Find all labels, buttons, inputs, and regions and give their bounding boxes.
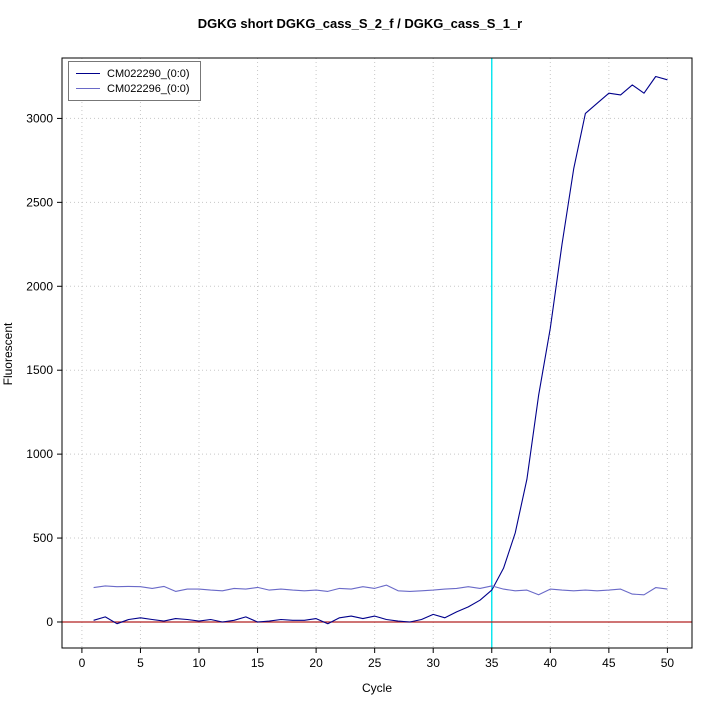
- svg-text:45: 45: [602, 656, 616, 670]
- svg-text:40: 40: [544, 656, 558, 670]
- svg-text:0: 0: [46, 615, 53, 629]
- y-axis-label: Fluorescent: [1, 322, 15, 386]
- legend-item: CM022290_(0:0): [76, 66, 190, 81]
- svg-text:2500: 2500: [26, 195, 53, 209]
- series-line-swatch-icon: [76, 73, 100, 74]
- series-line-swatch-icon: [76, 88, 100, 89]
- svg-text:35: 35: [485, 656, 499, 670]
- svg-text:500: 500: [33, 531, 53, 545]
- svg-text:0: 0: [79, 656, 86, 670]
- legend-label: CM022290_(0:0): [107, 67, 190, 80]
- svg-text:50: 50: [661, 656, 675, 670]
- svg-text:3000: 3000: [26, 111, 53, 125]
- chart-title: DGKG short DGKG_cass_S_2_f / DGKG_cass_S…: [197, 16, 523, 31]
- legend-label: CM022296_(0:0): [107, 82, 190, 95]
- legend-item: CM022296_(0:0): [76, 81, 190, 96]
- svg-text:15: 15: [251, 656, 265, 670]
- svg-text:1500: 1500: [26, 363, 53, 377]
- svg-text:2000: 2000: [26, 279, 53, 293]
- svg-text:1000: 1000: [26, 447, 53, 461]
- svg-text:10: 10: [192, 656, 206, 670]
- svg-text:25: 25: [368, 656, 382, 670]
- svg-text:30: 30: [427, 656, 441, 670]
- svg-text:5: 5: [137, 656, 144, 670]
- svg-text:20: 20: [309, 656, 323, 670]
- x-axis-label: Cycle: [361, 681, 392, 695]
- legend: CM022290_(0:0) CM022296_(0:0): [68, 61, 201, 101]
